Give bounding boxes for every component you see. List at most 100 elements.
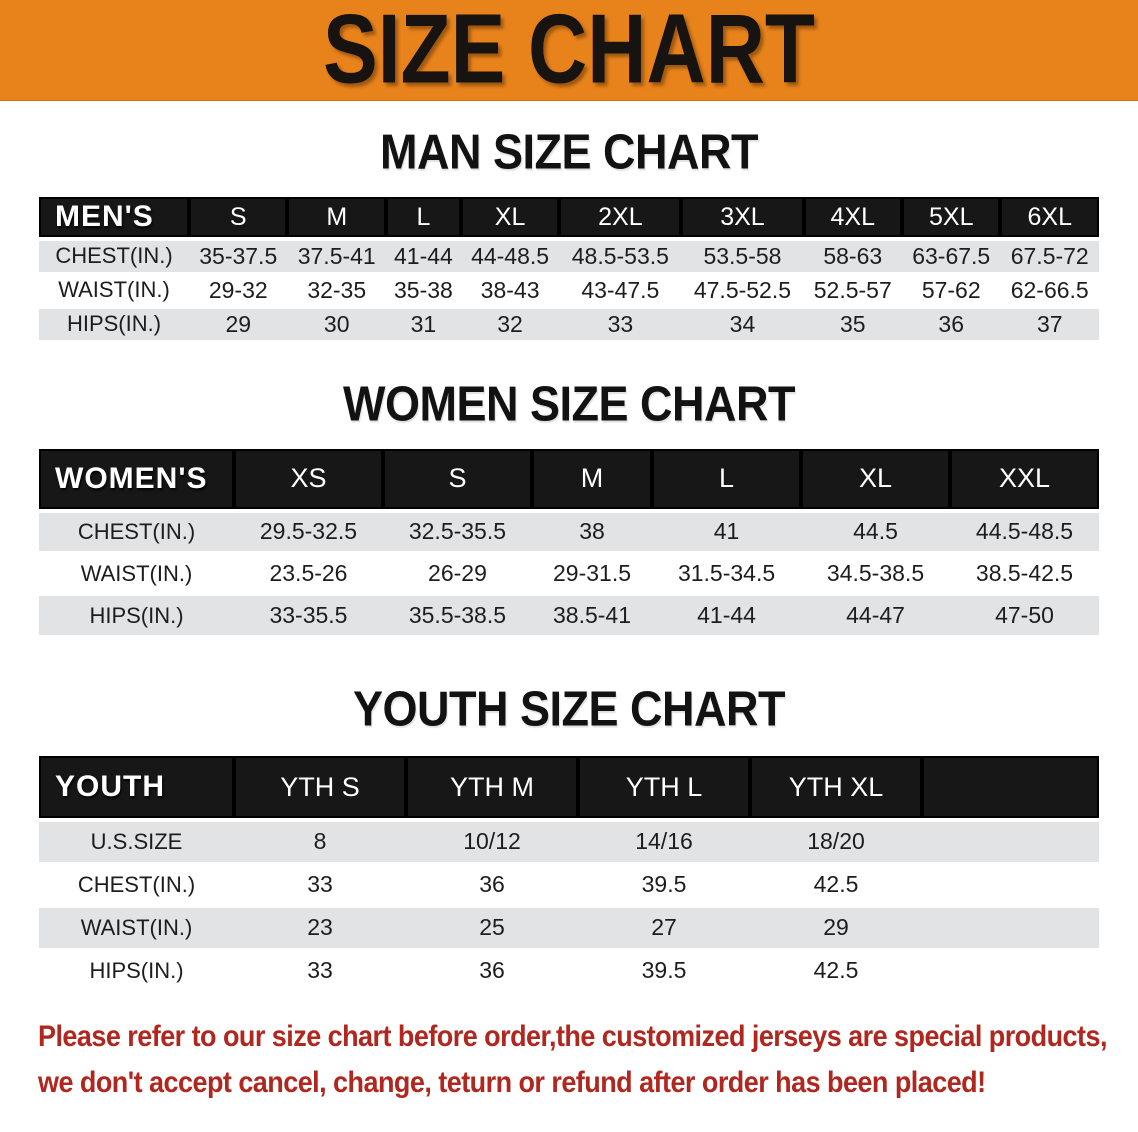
size-value-cell: 53.5-58 <box>681 239 804 275</box>
row-label: HIPS(IN.) <box>39 949 234 994</box>
size-value-cell: 33 <box>234 949 406 994</box>
page-title: SIZE CHART <box>323 0 815 105</box>
women-section: WOMEN SIZE CHART WOMEN'S XS S M L XL XXL CHEST(… <box>0 374 1138 638</box>
size-value-cell: 25 <box>406 906 578 951</box>
size-value-cell: 35.5-38.5 <box>382 594 532 638</box>
size-column-header: 6XL <box>1000 197 1099 241</box>
size-column-header: XS <box>234 448 383 513</box>
size-table-header-row: YOUTH YTH S YTH M YTH L YTH XL <box>39 756 1099 822</box>
size-column-header: L <box>652 448 802 513</box>
size-value-cell: 52.5-57 <box>803 273 902 309</box>
size-value-cell: 31 <box>385 307 461 343</box>
size-value-cell: 32 <box>460 307 560 343</box>
row-label: CHEST(IN.) <box>39 510 234 554</box>
size-value-cell: 44-47 <box>801 594 951 638</box>
size-value-cell: 27 <box>578 906 750 951</box>
size-column-header: XXL <box>950 448 1099 513</box>
size-value-cell: 32.5-35.5 <box>382 510 532 554</box>
table-title-cell: MEN'S <box>39 197 189 241</box>
disclaimer-line-2: we don't accept cancel, change, teturn o… <box>38 1065 986 1099</box>
measurement-row: CHEST(IN.) 33 36 39.5 42.5 <box>39 863 1099 908</box>
table-title-cell: WOMEN'S <box>39 448 234 513</box>
size-value-cell: 41 <box>652 510 802 554</box>
size-column-header: S <box>382 448 532 513</box>
size-value-cell: 36 <box>901 307 1001 343</box>
size-column-header: L <box>385 197 461 241</box>
size-value-cell: 33 <box>234 863 406 908</box>
size-column-header: 5XL <box>901 197 1001 241</box>
size-value-cell: 33-35.5 <box>234 594 383 638</box>
row-label: HIPS(IN.) <box>39 594 234 638</box>
size-value-cell: 29-31.5 <box>531 552 653 596</box>
youth-section-heading: YOUTH SIZE CHART <box>352 680 786 737</box>
size-value-cell: 42.5 <box>750 863 922 908</box>
size-value-cell: 29-32 <box>189 273 288 309</box>
size-value-cell: 8 <box>234 820 406 865</box>
size-column-header: XL <box>460 197 560 241</box>
size-value-cell: 30 <box>287 307 386 343</box>
size-column-header: 3XL <box>681 197 804 241</box>
size-value-cell: 38-43 <box>460 273 560 309</box>
size-value-cell: 38 <box>531 510 653 554</box>
women-section-heading: WOMEN SIZE CHART <box>343 374 795 431</box>
size-value-cell: 43-47.5 <box>559 273 682 309</box>
content: MAN SIZE CHART MEN'S S M L XL 2XL 3XL 4XL 5XL 6XL… <box>0 124 1138 1106</box>
size-value-cell: 58-63 <box>803 239 902 275</box>
size-column-header: 4XL <box>803 197 902 241</box>
size-value-cell: 62-66.5 <box>1000 273 1099 309</box>
size-value-cell: 26-29 <box>382 552 532 596</box>
measurement-row: U.S.SIZE 8 10/12 14/16 18/20 <box>39 820 1099 865</box>
filler-cell <box>922 820 1099 865</box>
size-value-cell: 14/16 <box>578 820 750 865</box>
measurement-row: CHEST(IN.) 29.5-32.5 32.5-35.5 38 41 44.5 44.5… <box>39 510 1099 554</box>
size-value-cell: 36 <box>406 949 578 994</box>
size-column-header: S <box>189 197 288 241</box>
size-value-cell: 35-37.5 <box>189 239 288 275</box>
measurement-row: HIPS(IN.) 33-35.5 35.5-38.5 38.5-41 41-44 44-… <box>39 594 1099 638</box>
size-value-cell: 31.5-34.5 <box>652 552 802 596</box>
size-value-cell: 39.5 <box>578 863 750 908</box>
measurement-row: WAIST(IN.) 23.5-26 26-29 29-31.5 31.5-34.5 34… <box>39 552 1099 596</box>
size-column-header: XL <box>801 448 951 513</box>
measurement-row: HIPS(IN.) 29 30 31 32 33 34 35 36 37 <box>39 307 1099 343</box>
measurement-row: CHEST(IN.) 35-37.5 37.5-41 41-44 44-48.5 48.5… <box>39 239 1099 275</box>
filler-cell <box>922 863 1099 908</box>
size-value-cell: 48.5-53.5 <box>559 239 682 275</box>
women-size-table: WOMEN'S XS S M L XL XXL CHEST(IN.) 29.5-32.5 32.5… <box>39 448 1099 638</box>
measurement-row: WAIST(IN.) 23 25 27 29 <box>39 906 1099 951</box>
filler-cell <box>922 906 1099 951</box>
size-value-cell: 37 <box>1000 307 1099 343</box>
size-value-cell: 57-62 <box>901 273 1001 309</box>
row-label: CHEST(IN.) <box>39 863 234 908</box>
size-value-cell: 37.5-41 <box>287 239 386 275</box>
row-label: WAIST(IN.) <box>39 273 189 309</box>
size-value-cell: 35 <box>803 307 902 343</box>
men-size-table: MEN'S S M L XL 2XL 3XL 4XL 5XL 6XL CHEST(IN.) 35-37… <box>39 197 1099 343</box>
filler-cell <box>922 756 1099 822</box>
size-value-cell: 44.5 <box>801 510 951 554</box>
size-value-cell: 23.5-26 <box>234 552 383 596</box>
size-value-cell: 67.5-72 <box>1000 239 1099 275</box>
size-column-header: M <box>531 448 653 513</box>
row-label: WAIST(IN.) <box>39 906 234 951</box>
size-column-header: YTH L <box>578 756 750 822</box>
size-chart-page: SIZE CHART MAN SIZE CHART MEN'S S M L XL 2XL 3… <box>0 0 1138 1106</box>
size-value-cell: 42.5 <box>750 949 922 994</box>
row-label: WAIST(IN.) <box>39 552 234 596</box>
size-column-header: YTH S <box>234 756 406 822</box>
size-value-cell: 41-44 <box>385 239 461 275</box>
size-value-cell: 47.5-52.5 <box>681 273 804 309</box>
size-value-cell: 63-67.5 <box>901 239 1001 275</box>
banner: SIZE CHART <box>0 0 1138 104</box>
measurement-row: HIPS(IN.) 33 36 39.5 42.5 <box>39 949 1099 994</box>
size-value-cell: 44-48.5 <box>460 239 560 275</box>
disclaimer: Please refer to our size chart before or… <box>38 1014 1107 1106</box>
size-table-header-row: MEN'S S M L XL 2XL 3XL 4XL 5XL 6XL <box>39 197 1099 241</box>
size-value-cell: 29.5-32.5 <box>234 510 383 554</box>
table-title-cell: YOUTH <box>39 756 234 822</box>
size-value-cell: 34 <box>681 307 804 343</box>
size-column-header: 2XL <box>559 197 682 241</box>
size-table-header-row: WOMEN'S XS S M L XL XXL <box>39 448 1099 513</box>
size-value-cell: 29 <box>750 906 922 951</box>
size-value-cell: 18/20 <box>750 820 922 865</box>
